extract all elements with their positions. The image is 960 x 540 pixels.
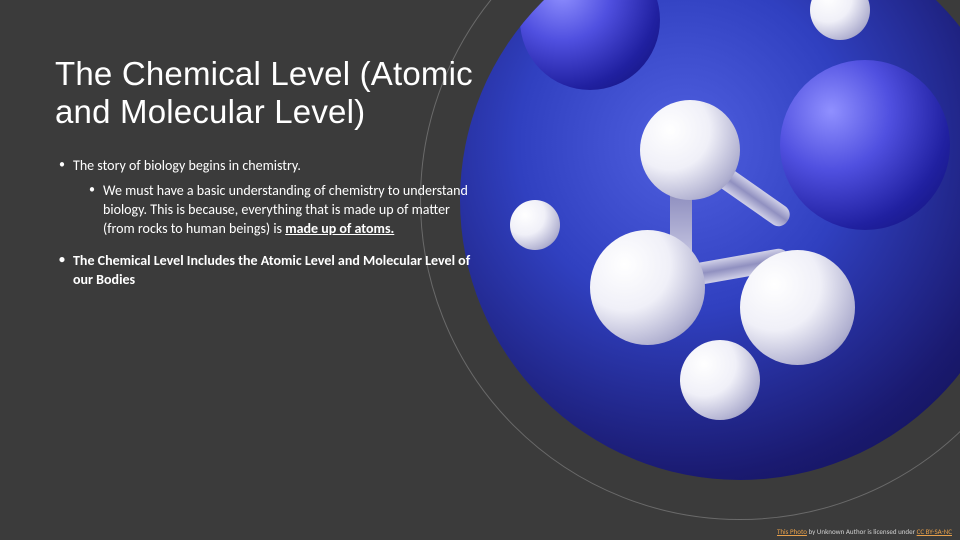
atom-white [590,230,705,345]
bullet-list: The story of biology begins in chemistry… [55,157,475,290]
bullet-text-underlined: made up of atoms. [285,220,394,237]
bullet-level2: We must have a basic understanding of ch… [55,182,475,239]
slide: The Chemical Level (Atomic and Molecular… [0,0,960,540]
image-attribution: This Photo by Unknown Author is licensed… [777,527,952,536]
attribution-link-photo[interactable]: This Photo [777,527,807,536]
slide-title: The Chemical Level (Atomic and Molecular… [55,55,475,131]
atom-white [810,0,870,40]
bullet-level1-bold: The Chemical Level Includes the Atomic L… [55,252,475,290]
atom-white [510,200,560,250]
atom-white [740,250,855,365]
attribution-text: by Unknown Author is licensed under [807,527,917,536]
attribution-link-license[interactable]: CC BY-SA-NC [917,527,952,536]
atom-white [640,100,740,200]
molecule-image [460,0,960,480]
bullet-level1: The story of biology begins in chemistry… [55,157,475,176]
content-area: The Chemical Level (Atomic and Molecular… [55,55,475,296]
molecule-3d [460,0,960,480]
atom-blue [780,60,950,230]
atom-blue [520,0,660,90]
atom-white [680,340,760,420]
